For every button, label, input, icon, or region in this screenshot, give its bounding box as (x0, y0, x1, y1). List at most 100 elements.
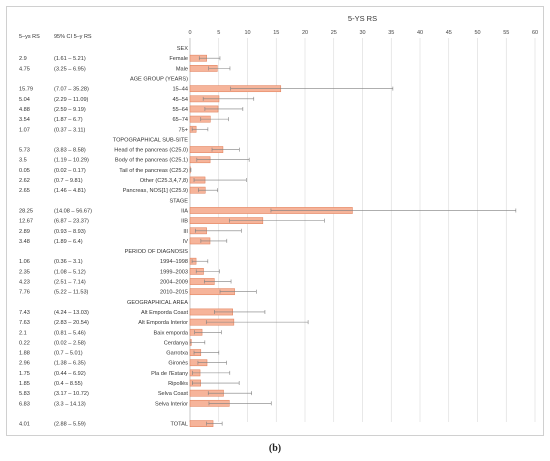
x-tick-label: 10 (244, 30, 250, 36)
row-label: IV (183, 239, 189, 245)
rs-value: 2.35 (19, 269, 30, 275)
ci-value: (0.02 – 2.58) (54, 340, 86, 346)
rs-value: 2.9 (19, 56, 27, 62)
rs-value: 7.76 (19, 290, 30, 296)
ci-value: (3.17 – 10.72) (54, 391, 89, 397)
ci-value: (0.44 – 6.92) (54, 371, 86, 377)
row-label: 75+ (179, 127, 189, 133)
rs-value: 2.65 (19, 188, 30, 194)
rs-value: 15.79 (19, 87, 33, 93)
row-label: 65–74 (172, 117, 188, 123)
x-tick-label: 15 (273, 30, 279, 36)
rs-value: 5.83 (19, 391, 30, 397)
ci-value: (0.36 – 3.1) (54, 259, 83, 265)
row-label: Pla de l'Estany (151, 371, 188, 377)
row-label: 2010–2015 (160, 290, 188, 296)
chart-title: 5-YS RS (348, 14, 377, 23)
ci-value: (7.07 – 35.28) (54, 87, 89, 93)
x-tick-label: 20 (302, 30, 308, 36)
x-tick-label: 45 (446, 30, 452, 36)
row-label: Ripollès (168, 381, 188, 387)
ci-value: (3.25 – 6.95) (54, 66, 86, 72)
ci-value: (0.7 – 9.81) (54, 178, 83, 184)
x-tick-label: 35 (388, 30, 394, 36)
rs-value: 2.1 (19, 330, 27, 336)
figure-frame (6, 6, 544, 436)
group-header: PERIOD OF DIAGNOSIS (125, 249, 189, 255)
row-label: Selva Interior (155, 401, 188, 407)
rs-value: 7.63 (19, 320, 30, 326)
x-tick-label: 30 (359, 30, 365, 36)
row-label: Head of the pancreas (C25.0) (114, 148, 188, 154)
row-label: Alt Emporda Interior (138, 320, 188, 326)
rs-value: 4.75 (19, 66, 30, 72)
ci-value: (1.87 – 6.7) (54, 117, 83, 123)
row-label: Gironès (168, 361, 188, 367)
row-label: 45–54 (172, 97, 188, 103)
ci-value: (6.87 – 23.37) (54, 219, 89, 225)
rs-value: 4.88 (19, 107, 30, 113)
rs-value: 4.01 (19, 422, 30, 428)
rs-value: 2.62 (19, 178, 30, 184)
row-label: 1994–1998 (160, 259, 188, 265)
group-header: TOPOGRAPHICAL SUB-SITE (113, 137, 188, 143)
ci-value: (0.37 – 3.11) (54, 127, 85, 133)
group-header: SEX (177, 46, 188, 52)
group-header: GEOGRAPHICAL AREA (127, 300, 188, 306)
ci-value: (2.88 – 5.59) (54, 422, 86, 428)
row-label: 55–64 (172, 107, 188, 113)
rs-value: 2.96 (19, 361, 30, 367)
rs-value: 6.83 (19, 401, 30, 407)
ci-value: (1.89 – 6.4) (54, 239, 83, 245)
ci-value: (3.3 – 14.13) (54, 401, 86, 407)
x-tick-label: 5 (217, 30, 220, 36)
ci-value: (0.7 – 5.01) (54, 351, 83, 357)
x-tick-label: 40 (417, 30, 423, 36)
rs-value: 12.67 (19, 219, 33, 225)
row-label: III (183, 229, 188, 235)
rs-value: 5.73 (19, 148, 30, 154)
rs-value: 3.54 (19, 117, 30, 123)
ci-column-header: 95% CI 5–y RS (54, 34, 92, 40)
row-label: Tail of the pancreas (C25.2) (119, 168, 188, 174)
forest-bar-chart: 5-YS RS 5–ys RS 95% CI 5–y RS 0 5 10 15 20 25 30 3… (19, 14, 538, 428)
rs-value: 3.48 (19, 239, 30, 245)
row-label: 2004–2009 (160, 280, 188, 286)
row-label: 1999–2003 (160, 269, 188, 275)
x-tick-label: 25 (331, 30, 337, 36)
rs-value: 0.05 (19, 168, 30, 174)
ci-value: (2.29 – 11.09) (54, 97, 89, 103)
x-tick-label: 60 (532, 30, 538, 36)
x-tick-label: 50 (474, 30, 480, 36)
row-label: Cerdanya (164, 340, 189, 346)
rs-value: 1.07 (19, 127, 30, 133)
row-label: Other (C25.3,4,7,8) (140, 178, 188, 184)
row-label: Baix emporda (153, 330, 188, 336)
ci-value: (0.02 – 0.17) (54, 168, 86, 174)
rs-value: 2.89 (19, 229, 30, 235)
rs-value: 1.75 (19, 371, 30, 377)
row-label: Garrotxa (166, 351, 189, 357)
ci-value: (2.51 – 7.14) (54, 280, 86, 286)
ci-value: (5.22 – 11.53) (54, 290, 89, 296)
row-label: IIB (181, 219, 188, 225)
ci-value: (1.08 – 5.12) (54, 269, 86, 275)
ci-value: (1.46 – 4.81) (54, 188, 86, 194)
rs-value: 3.5 (19, 158, 27, 164)
ci-value: (1.38 – 6.35) (54, 361, 86, 367)
x-tick-label: 55 (503, 30, 509, 36)
ci-value: (1.61 – 5.21) (54, 56, 86, 62)
row-label: 15–44 (172, 87, 188, 93)
row-label: Female (169, 56, 188, 62)
ci-value: (1.19 – 10.29) (54, 158, 89, 164)
row-label: Male (176, 66, 188, 72)
ci-value: (2.59 – 9.19) (54, 107, 86, 113)
row-label: Selva Coast (158, 391, 189, 397)
ci-value: (14.08 – 56.67) (54, 208, 92, 214)
panel-label: (b) (268, 443, 282, 454)
rs-value: 1.06 (19, 259, 30, 265)
x-tick-label: 0 (188, 30, 191, 36)
ci-value: (0.81 – 5.46) (54, 330, 86, 336)
row-label: Pancreas, NOS[1] (C25.9) (123, 188, 188, 194)
rs-value: 1.85 (19, 381, 30, 387)
